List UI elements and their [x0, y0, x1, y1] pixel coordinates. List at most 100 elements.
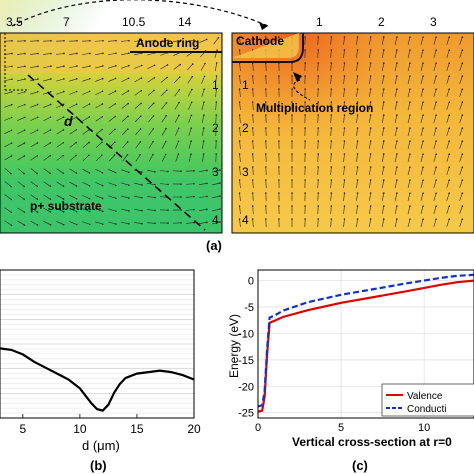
field-arrowhead: [23, 185, 25, 188]
field-arrowhead: [128, 210, 130, 212]
field-arrowhead: [448, 62, 451, 64]
field-arrow: [252, 88, 254, 98]
field-arrow: [446, 76, 450, 84]
right-side-tick-3: 3: [242, 165, 249, 179]
field-arrow: [330, 88, 332, 98]
field-arrowhead: [396, 127, 398, 129]
field-arrowhead: [278, 114, 280, 116]
field-arrowhead: [140, 89, 143, 92]
field-arrowhead: [461, 49, 464, 52]
field-arrow: [69, 129, 77, 135]
x-tick-label: 0: [255, 422, 261, 434]
field-arrowhead: [10, 211, 13, 214]
connector-arrow: [11, 0, 269, 27]
field-arrow: [135, 128, 141, 136]
field-arrow: [356, 153, 358, 163]
field-arrowhead: [435, 88, 437, 90]
field-arrowhead: [435, 153, 437, 155]
left-vector-field: [3, 37, 221, 226]
field-arrowhead: [304, 127, 306, 129]
field-arrowhead: [435, 114, 437, 116]
field-arrowhead: [251, 205, 254, 207]
field-arrowhead: [291, 166, 293, 168]
field-arrowhead: [23, 211, 26, 213]
field-arrowhead: [422, 205, 424, 207]
field-arrow: [381, 193, 385, 201]
field-arrowhead: [382, 62, 385, 64]
field-arrowhead: [448, 192, 451, 194]
field-arrow: [30, 104, 38, 108]
field-arrowhead: [317, 192, 320, 194]
field-arrow: [330, 114, 332, 124]
field-arrow: [82, 155, 90, 161]
field-arrow: [43, 220, 51, 226]
field-arrowhead: [152, 153, 154, 156]
field-arrowhead: [435, 127, 437, 129]
field-arrow: [446, 167, 450, 175]
field-arrowhead: [461, 205, 464, 208]
field-arrowhead: [369, 218, 372, 220]
field-arrowhead: [88, 223, 91, 226]
field-arrowhead: [202, 140, 205, 142]
field-arrowhead: [422, 192, 424, 194]
field-arrowhead: [278, 36, 280, 38]
field-arrow: [4, 130, 12, 134]
field-arrowhead: [396, 153, 398, 155]
field-arrowhead: [422, 101, 424, 103]
field-arrowhead: [203, 75, 206, 78]
field-arrow: [121, 116, 129, 122]
field-arrow: [160, 52, 168, 56]
field-arrow: [356, 218, 358, 228]
field-arrowhead: [251, 192, 254, 194]
field-arrowhead: [265, 140, 267, 142]
field-arrowhead: [10, 172, 12, 175]
field-arrow: [121, 195, 129, 199]
field-arrowhead: [190, 140, 192, 142]
field-arrowhead: [114, 77, 117, 80]
field-arrow: [4, 194, 12, 200]
field-arrow: [133, 222, 143, 224]
field-arrow: [215, 114, 217, 124]
field-arrowhead: [154, 171, 156, 173]
field-arrow: [82, 142, 90, 148]
field-arrow: [82, 195, 90, 199]
field-arrow: [459, 89, 463, 97]
field-arrow: [394, 180, 398, 188]
field-arrowhead: [304, 166, 306, 168]
field-arrow: [356, 166, 358, 176]
field-arrowhead: [356, 62, 359, 64]
field-arrow: [146, 196, 156, 198]
field-arrowhead: [422, 127, 424, 129]
field-arrow: [433, 167, 437, 175]
field-arrowhead: [396, 49, 398, 51]
field-arrow: [159, 40, 169, 42]
field-arrow: [433, 115, 437, 123]
field-arrowhead: [304, 114, 306, 116]
field-arrow: [173, 40, 181, 42]
field-arrow: [420, 50, 424, 58]
field-arrow: [148, 141, 154, 149]
field-arrow: [212, 182, 220, 186]
field-arrow: [201, 76, 205, 84]
field-arrowhead: [180, 39, 182, 42]
field-arrowhead: [24, 65, 26, 68]
field-arrowhead: [101, 154, 103, 156]
field-arrowhead: [409, 101, 411, 103]
field-arrow: [369, 154, 371, 162]
field-arrow: [252, 166, 254, 176]
field-arrow: [134, 182, 142, 186]
field-arrowhead: [238, 36, 241, 38]
field-arrow: [135, 154, 141, 162]
field-arrowhead: [330, 36, 333, 38]
field-arrow: [407, 141, 411, 149]
field-arrow: [446, 193, 450, 201]
field-arrow: [330, 49, 332, 59]
field-arrowhead: [139, 141, 142, 143]
left-top-tick-3: 10.5: [122, 15, 146, 29]
field-arrowhead: [62, 141, 65, 144]
y-tick-label: -10: [238, 328, 254, 340]
field-arrowhead: [215, 127, 218, 129]
field-arrowhead: [63, 78, 65, 80]
field-arrowhead: [102, 223, 104, 225]
